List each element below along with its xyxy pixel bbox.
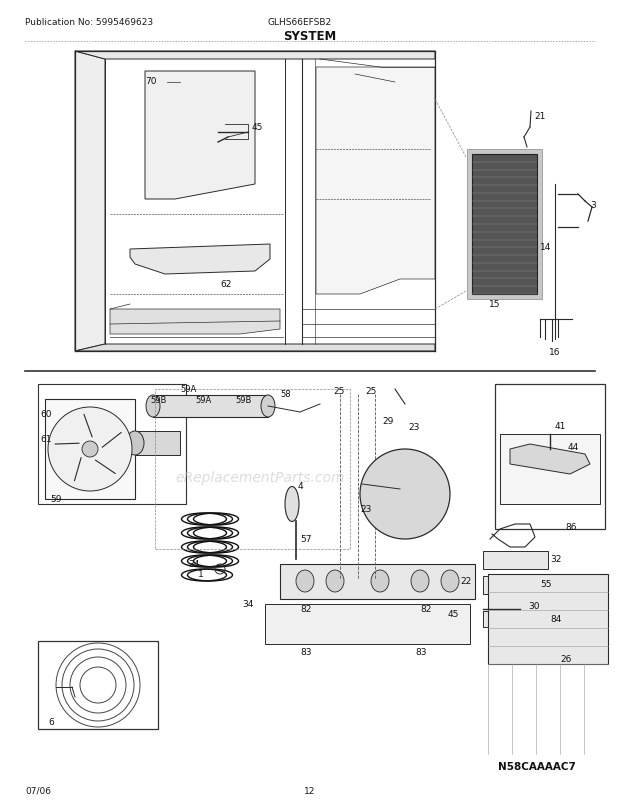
Ellipse shape (261, 395, 275, 418)
Text: 57: 57 (300, 535, 311, 544)
Text: 23: 23 (360, 505, 371, 514)
Text: 30: 30 (528, 602, 539, 611)
Bar (467, 150, 542, 300)
Text: 44: 44 (568, 443, 579, 452)
Circle shape (360, 449, 450, 539)
Text: 34: 34 (242, 600, 254, 609)
Bar (38, 384, 186, 504)
Text: 34: 34 (188, 560, 200, 569)
Polygon shape (145, 72, 255, 200)
Text: 07/06: 07/06 (25, 786, 51, 795)
Ellipse shape (285, 487, 299, 522)
Text: 22: 22 (460, 577, 471, 585)
Text: 83: 83 (300, 647, 311, 656)
Text: 23: 23 (408, 423, 419, 432)
Text: 45: 45 (252, 124, 264, 132)
Bar (45, 399, 135, 500)
Text: 70: 70 (145, 78, 156, 87)
Text: 82: 82 (300, 604, 311, 614)
Polygon shape (75, 52, 435, 60)
Ellipse shape (411, 570, 429, 592)
Bar (495, 384, 605, 529)
Text: 59B: 59B (150, 395, 166, 404)
Bar (265, 604, 470, 644)
Bar (500, 435, 600, 504)
Bar (38, 642, 158, 729)
Text: N58CAAAAC7: N58CAAAAC7 (498, 761, 576, 771)
Circle shape (82, 441, 98, 457)
Text: 4: 4 (298, 482, 304, 491)
Polygon shape (510, 444, 590, 475)
Ellipse shape (441, 570, 459, 592)
Ellipse shape (326, 570, 344, 592)
Text: 1: 1 (198, 569, 204, 578)
Bar (153, 395, 268, 418)
FancyArrowPatch shape (84, 415, 92, 437)
Text: 83: 83 (415, 647, 427, 656)
Text: 25: 25 (365, 387, 376, 395)
Polygon shape (75, 345, 435, 351)
Ellipse shape (371, 570, 389, 592)
FancyArrowPatch shape (102, 433, 121, 448)
Bar (155, 390, 350, 549)
Text: 12: 12 (304, 786, 316, 795)
FancyArrowPatch shape (74, 458, 81, 481)
Text: 59A: 59A (195, 395, 211, 404)
Text: GLHS66EFSB2: GLHS66EFSB2 (267, 18, 331, 27)
Circle shape (48, 407, 132, 492)
Polygon shape (316, 68, 435, 294)
Text: 21: 21 (534, 111, 546, 121)
Text: 55: 55 (540, 580, 552, 589)
Text: 25: 25 (333, 387, 344, 395)
Text: 26: 26 (560, 654, 572, 663)
Bar (135, 431, 180, 456)
Text: 84: 84 (550, 615, 561, 624)
Ellipse shape (146, 395, 160, 418)
Text: 62: 62 (220, 280, 231, 289)
Polygon shape (75, 52, 105, 351)
Ellipse shape (296, 570, 314, 592)
FancyArrowPatch shape (95, 460, 115, 474)
Text: 59: 59 (50, 494, 61, 504)
Text: SYSTEM: SYSTEM (283, 30, 337, 43)
Text: 59B: 59B (235, 395, 251, 404)
Bar (483, 551, 548, 569)
Text: 3: 3 (590, 200, 596, 209)
Bar (280, 565, 475, 599)
Text: 60: 60 (40, 410, 51, 419)
Text: 41: 41 (555, 422, 567, 431)
Text: 6: 6 (48, 718, 54, 727)
Text: 32: 32 (550, 555, 561, 564)
Bar (472, 155, 537, 294)
Bar (483, 577, 533, 594)
Text: Publication No: 5995469623: Publication No: 5995469623 (25, 18, 153, 27)
Text: 86: 86 (565, 523, 577, 532)
Text: 58: 58 (280, 390, 291, 399)
Text: 82: 82 (420, 604, 432, 614)
Bar (488, 574, 608, 664)
Text: 45: 45 (448, 610, 459, 618)
Text: 15: 15 (489, 300, 501, 309)
Text: 16: 16 (549, 347, 560, 357)
Ellipse shape (126, 431, 144, 456)
Polygon shape (110, 310, 280, 334)
Text: 59A: 59A (180, 384, 197, 394)
Bar (483, 611, 545, 627)
Text: 61: 61 (40, 435, 51, 444)
Text: 14: 14 (540, 242, 551, 251)
Text: eReplacementParts.com: eReplacementParts.com (175, 470, 345, 484)
Polygon shape (130, 245, 270, 274)
Text: 29: 29 (382, 417, 393, 426)
